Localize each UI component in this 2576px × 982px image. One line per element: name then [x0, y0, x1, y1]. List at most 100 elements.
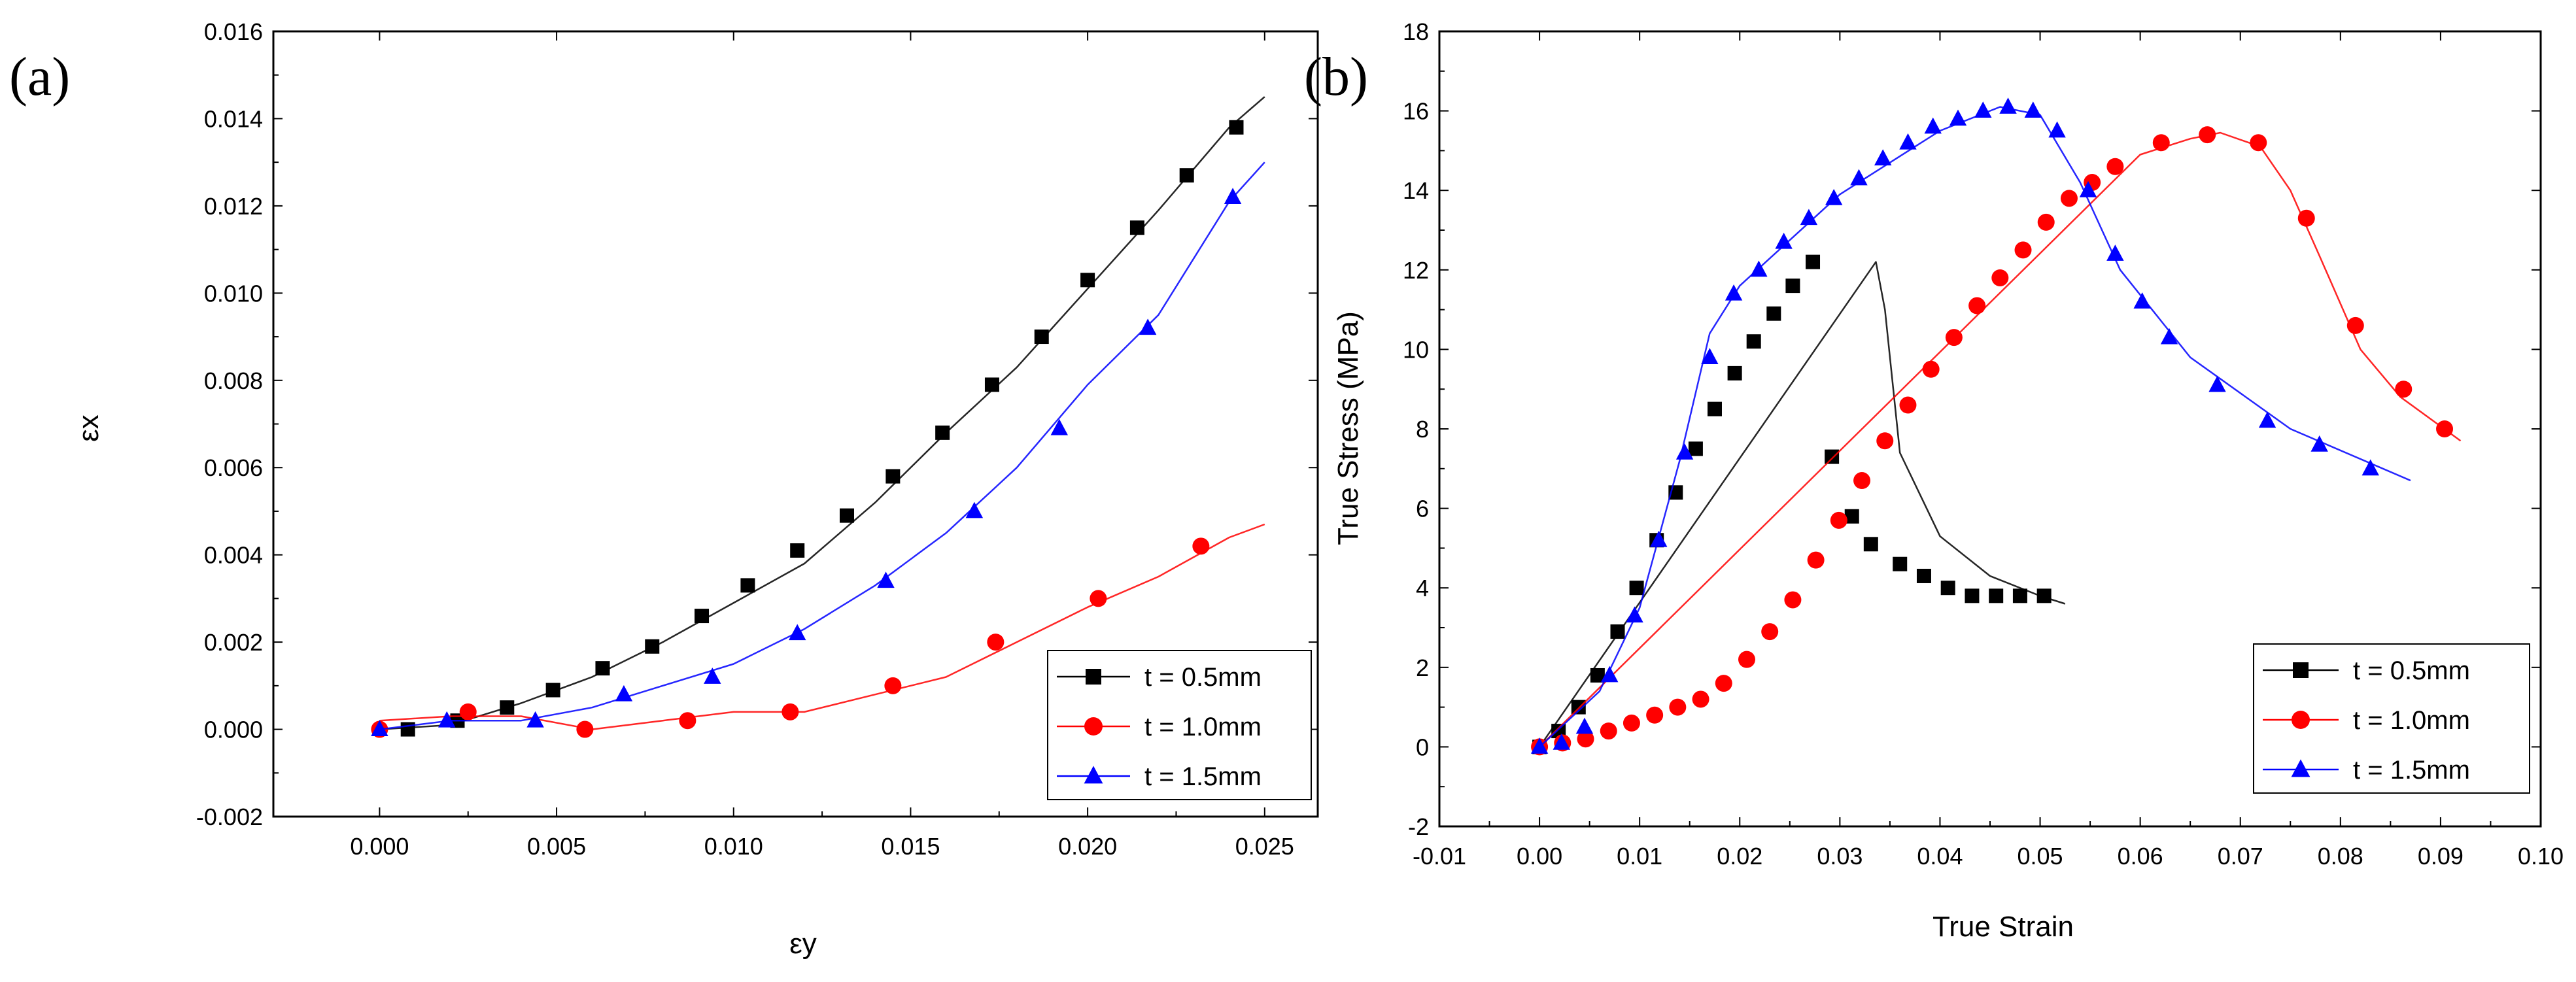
- panel-b-data-point-t-1-0mm: [1623, 714, 1640, 732]
- panel-b-x-tick-label: 0.06: [2118, 843, 2163, 870]
- panel-a-y-tick-label: 0.002: [204, 629, 263, 656]
- panel-b-data-point-t-0-5mm: [2036, 588, 2052, 603]
- panel-a-data-point-t-1-0mm: [459, 703, 477, 720]
- panel-a-chart: (a) 0.000 0.005 0.010 0.015 0.020 0.025 -0.00…: [9, 18, 1319, 960]
- panel-a-y-tick-label: 0.000: [204, 717, 263, 743]
- panel-b-data-point-t-0-5mm: [1989, 588, 2004, 603]
- panel-b-x-tick-label: -0.01: [1413, 843, 1466, 870]
- panel-a-data-point-t-0-5mm: [1080, 273, 1095, 288]
- panel-a-data-point-t-0-5mm: [1179, 168, 1194, 183]
- panel-b-data-point-t-1-5mm: [1650, 530, 1668, 547]
- panel-b-data-point-t-1-0mm: [1807, 551, 1825, 569]
- panel-b-data-point-t-1-5mm: [1825, 189, 1843, 205]
- panel-a-data-point-t-1-0mm: [576, 720, 594, 738]
- panel-b-data-point-t-1-0mm: [2037, 213, 2055, 231]
- panel-b-data-point-t-1-0mm: [1692, 690, 1709, 708]
- panel-b-data-point-t-0-5mm: [1916, 568, 1931, 583]
- panel-b-x-tick-label: 0.00: [1517, 843, 1562, 870]
- panel-a-x-tick-label: 0.020: [1058, 833, 1117, 860]
- panel-b-data-point-t-1-0mm: [2436, 420, 2454, 437]
- panel-a-x-tick-label: 0.025: [1235, 833, 1294, 860]
- panel-b-data-point-t-1-0mm: [1738, 651, 1755, 668]
- panel-b-data-point-t-0-5mm: [1863, 537, 1878, 552]
- panel-a-data-point-t-0-5mm: [695, 609, 710, 624]
- panel-b-data-point-t-1-5mm: [1850, 169, 1868, 186]
- panel-a-data-point-t-0-5mm: [984, 377, 999, 392]
- panel-a-legend: t = 0.5mm t = 1.0mm t = 1.5mm: [1047, 650, 1312, 800]
- panel-a-y-axis-label: εx: [73, 415, 105, 442]
- panel-a-data-point-t-0-5mm: [1034, 330, 1049, 345]
- panel-a-data-point-t-0-5mm: [740, 578, 755, 593]
- panel-a-legend-label-t-1-0mm: t = 1.0mm: [1144, 713, 1262, 741]
- panel-b-legend-label-t-1-0mm: t = 1.0mm: [2353, 706, 2470, 735]
- panel-b-data-point-t-1-5mm: [2361, 459, 2379, 476]
- panel-b-data-point-t-0-5mm: [1940, 581, 1955, 596]
- panel-a-data-point-t-1-5mm: [1224, 188, 1242, 204]
- panel-a-data-point-t-0-5mm: [839, 508, 854, 523]
- panel-b-y-tick-label: -2: [1408, 813, 1429, 840]
- panel-b-y-tick-label: 12: [1403, 257, 1429, 284]
- panel-b-data-point-t-1-5mm: [2048, 121, 2066, 138]
- panel-b-data-point-t-1-0mm: [1922, 360, 1940, 378]
- panel-a-series: [371, 96, 1265, 738]
- panel-b-data-point-t-0-5mm: [1893, 556, 1908, 571]
- panel-a-data-point-t-0-5mm: [500, 700, 515, 715]
- panel-b-x-ticks: -0.01 0.00 0.01 0.02 0.03 0.04 0.05 0.06 0.07 0.0…: [1413, 31, 2564, 870]
- panel-a-y-ticks: -0.002 0.000 0.002 0.004 0.006 0.008 0.010 0.01…: [196, 18, 1318, 830]
- panel-a-data-point-t-1-0mm: [1090, 590, 1107, 607]
- panel-b-legend-label-t-0-5mm: t = 0.5mm: [2353, 656, 2470, 685]
- panel-a-data-point-t-1-5mm: [1050, 418, 1069, 435]
- panel-a-data-point-t-0-5mm: [885, 469, 901, 484]
- panel-b-data-point-t-1-5mm: [1750, 260, 1768, 277]
- panel-b-data-point-t-0-5mm: [1688, 441, 1703, 456]
- panel-a-y-tick-label: 0.014: [204, 105, 263, 132]
- panel-b-y-tick-label: 8: [1416, 416, 1429, 443]
- panel-b-data-point-t-0-5mm: [1727, 365, 1742, 381]
- panel-b-data-point-t-1-0mm: [1853, 472, 1871, 490]
- panel-b-data-point-t-1-0mm: [1784, 591, 1802, 609]
- panel-b-y-axis-label: True Stress (MPa): [1332, 311, 1364, 545]
- panel-b-data-point-t-1-5mm: [1924, 117, 1942, 134]
- panel-a-data-point-t-0-5mm: [595, 661, 610, 676]
- panel-b-data-point-t-1-5mm: [1626, 606, 1643, 623]
- panel-b-data-point-t-0-5mm: [1610, 624, 1625, 639]
- panel-b-data-point-t-1-0mm: [1830, 511, 1847, 529]
- panel-b-data-point-t-1-0mm: [2060, 190, 2078, 207]
- panel-a-legend-marker-t-0-5mm: [1086, 669, 1101, 685]
- panel-b-x-tick-label: 0.04: [1917, 843, 1963, 870]
- panel-b-legend-marker-t-1-0mm: [2292, 711, 2310, 729]
- panel-b-x-axis-label: True Strain: [1932, 911, 2074, 943]
- panel-a-legend-marker-t-1-0mm: [1084, 717, 1103, 736]
- panel-b-data-point-t-1-5mm: [1899, 133, 1917, 150]
- panel-b-data-point-t-1-0mm: [1899, 396, 1917, 414]
- panel-b-data-point-t-1-5mm: [1949, 109, 1967, 126]
- panel-a-data-point-t-0-5mm: [545, 683, 560, 698]
- panel-b-data-point-t-0-5mm: [1965, 588, 1980, 603]
- panel-b-legend: t = 0.5mm t = 1.0mm t = 1.5mm: [2253, 643, 2530, 794]
- panel-a-y-tick-label: 0.010: [204, 280, 263, 307]
- panel-b-data-point-t-0-5mm: [1590, 668, 1605, 683]
- panel-b-legend-marker-t-0-5mm: [2293, 662, 2309, 678]
- panel-b-data-point-t-0-5mm: [1571, 700, 1586, 715]
- panel-b-data-point-t-0-5mm: [1708, 401, 1722, 416]
- panel-b-y-tick-label: 6: [1416, 496, 1429, 522]
- panel-b-data-point-t-1-5mm: [1999, 97, 2017, 114]
- panel-b-x-tick-label: 0.05: [2018, 843, 2063, 870]
- panel-b-data-point-t-1-0mm: [2106, 158, 2124, 175]
- panel-b-data-point-t-1-5mm: [2133, 292, 2151, 309]
- panel-b-data-point-t-0-5mm: [1825, 449, 1840, 464]
- panel-b-data-point-t-1-0mm: [1968, 297, 1986, 314]
- panel-b-y-tick-label: 16: [1403, 98, 1429, 125]
- panel-b-chart: (b) -0.01 0.00 0.01 0.02 0.03 0.04 0.05 0.06 0.0…: [1304, 18, 2564, 943]
- panel-b-x-tick-label: 0.08: [2318, 843, 2363, 870]
- panel-b-x-tick-label: 0.03: [1817, 843, 1863, 870]
- panel-b-label: (b): [1304, 46, 1368, 107]
- panel-a-data-point-t-1-5mm: [877, 571, 895, 588]
- panel-b-data-point-t-1-0mm: [1991, 269, 2009, 286]
- panel-a-x-tick-label: 0.000: [350, 833, 409, 860]
- panel-a-data-point-t-1-0mm: [987, 634, 1005, 651]
- panel-a-label: (a): [9, 46, 70, 107]
- panel-b-data-point-t-1-5mm: [1530, 737, 1549, 754]
- panel-b-series: [1530, 97, 2462, 756]
